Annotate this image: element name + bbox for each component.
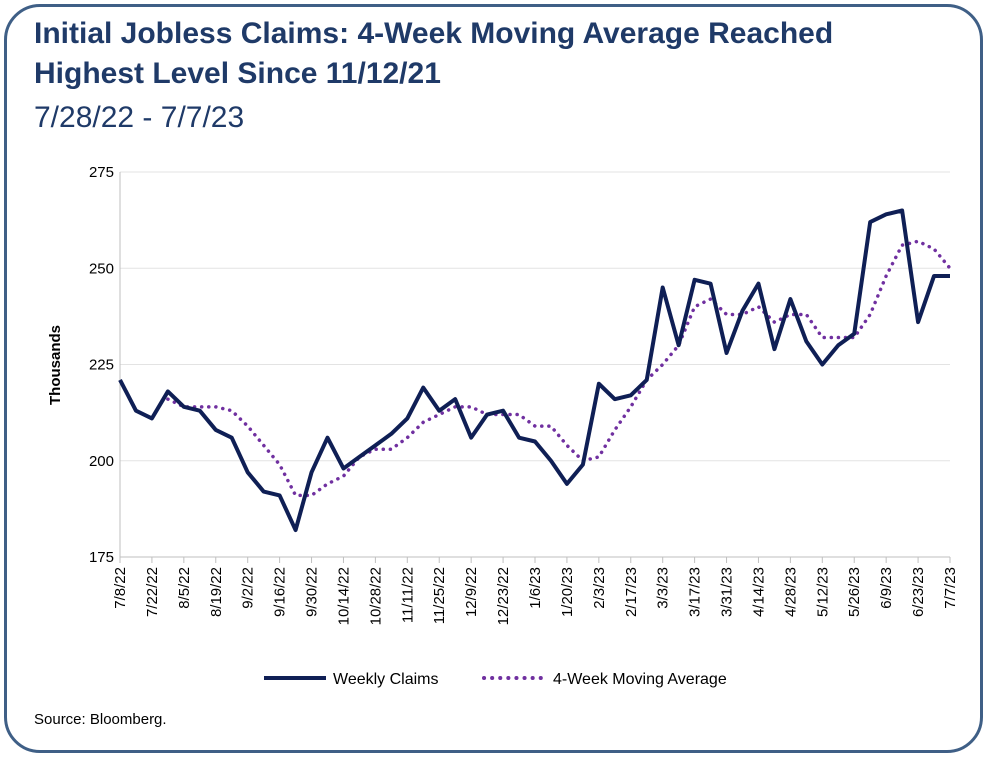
x-tick-label: 5/12/23 — [814, 567, 831, 617]
series-line-weekly-claims — [118, 208, 950, 533]
y-tick-label-225: 225 — [89, 357, 114, 374]
x-tick-label: 6/23/23 — [910, 567, 927, 617]
x-tick-label: 8/5/22 — [176, 567, 193, 609]
y-tick-label-175: 175 — [89, 549, 114, 566]
x-tick-label: 7/7/23 — [942, 567, 959, 609]
x-tick-label: 5/26/23 — [846, 567, 863, 617]
x-tick-label: 7/22/22 — [144, 567, 161, 617]
y-tick-label-275: 275 — [89, 164, 114, 181]
y-axis-title: Thousands — [47, 325, 64, 405]
x-tick-label: 4/28/23 — [782, 567, 799, 617]
x-tick-label: 3/3/23 — [655, 567, 672, 609]
x-tick-label: 12/9/22 — [463, 567, 480, 617]
legend-label-moving-average: 4-Week Moving Average — [553, 671, 727, 688]
x-tick-label: 3/17/23 — [687, 567, 704, 617]
x-tick-label: 7/8/22 — [112, 567, 129, 609]
series-line-moving-average — [166, 239, 952, 498]
x-tick-label: 3/31/23 — [719, 567, 736, 617]
chart-subtitle: 7/28/22 - 7/7/23 — [34, 101, 245, 134]
source-note: Source: Bloomberg. — [34, 711, 167, 728]
x-tick-label: 12/23/22 — [495, 567, 512, 625]
chart-title-line-2: Highest Level Since 11/12/21 — [34, 57, 441, 90]
x-tick-label: 9/16/22 — [272, 567, 289, 617]
x-tick-label: 1/20/23 — [559, 567, 576, 617]
legend-label-weekly-claims: Weekly Claims — [333, 671, 439, 688]
chart-title: Initial Jobless Claims: 4-Week Moving Av… — [34, 14, 934, 94]
x-tick-label: 1/6/23 — [527, 567, 544, 609]
x-tick-label: 11/25/22 — [431, 567, 448, 624]
x-tick-label: 9/2/22 — [240, 567, 257, 609]
x-tick-label: 9/30/22 — [304, 567, 321, 617]
x-tick-label: 4/14/23 — [750, 567, 767, 617]
x-axis: 7/8/22 7/22/22 8/5/22 8/19/22 9/2/22 9/16/22 9… — [112, 172, 959, 625]
x-tick-label: 8/19/22 — [208, 567, 225, 617]
x-tick-label: 10/28/22 — [367, 567, 384, 625]
legend: Weekly Claims 4-Week Moving Average — [264, 671, 727, 688]
x-tick-label: 2/3/23 — [591, 567, 608, 609]
chart-title-line-1: Initial Jobless Claims: 4-Week Moving Av… — [34, 17, 834, 50]
chart-frame — [4, 4, 983, 753]
x-tick-label: 2/17/23 — [623, 567, 640, 617]
y-tick-label-250: 250 — [89, 260, 114, 277]
x-tick-label: 11/11/22 — [399, 567, 416, 623]
gridlines — [120, 171, 950, 462]
y-tick-label-200: 200 — [89, 453, 114, 470]
series-layer — [118, 208, 952, 533]
y-axis-ticks: 175 200 225 250 275 — [89, 164, 114, 566]
x-tick-label: 10/14/22 — [335, 567, 352, 625]
x-tick-label: 6/9/23 — [878, 567, 895, 609]
